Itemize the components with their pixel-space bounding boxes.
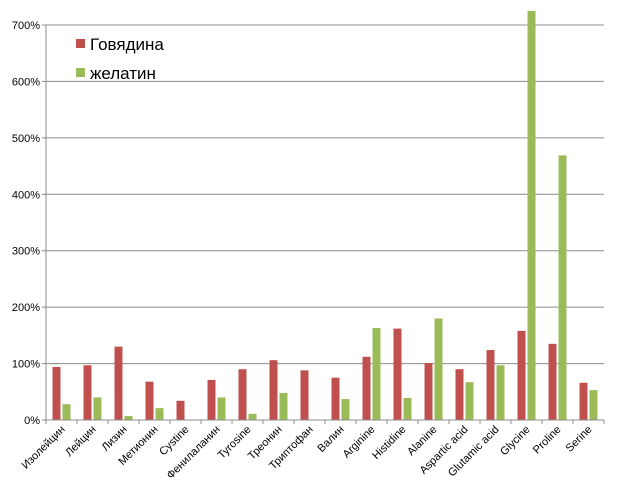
x-tick-label: Histidine: [370, 424, 408, 462]
bar: [331, 377, 340, 420]
bar: [155, 408, 164, 420]
bar: [517, 330, 526, 420]
bar: [496, 365, 505, 420]
y-tick-label: 0%: [24, 415, 40, 427]
bar: [207, 379, 216, 420]
bars: [52, 10, 598, 421]
bar: [269, 360, 278, 420]
x-tick-label: Лизин: [99, 424, 129, 454]
gridlines: [46, 24, 604, 365]
x-tick-label: Лейцин: [63, 424, 98, 459]
bar: [217, 397, 226, 420]
legend-label-gelatin: желатин: [90, 64, 156, 83]
bar: [548, 343, 557, 420]
x-tick-label: Serine: [564, 424, 595, 455]
y-tick-label: 100%: [12, 359, 40, 371]
x-tick-label: Proline: [531, 424, 564, 457]
bar: [558, 155, 567, 420]
legend-label-beef: Говядина: [90, 35, 164, 54]
bar: [83, 365, 92, 420]
x-tick-label: Glycine: [498, 424, 532, 458]
bar: [124, 416, 133, 420]
bar: [579, 382, 588, 420]
y-tick-label: 600%: [12, 76, 40, 88]
bar: [176, 400, 185, 420]
bar: [372, 328, 381, 420]
bar: [62, 404, 71, 420]
y-tick-label: 500%: [12, 133, 40, 145]
bar: [300, 370, 309, 420]
bar: [52, 366, 61, 420]
y-tick-label: 200%: [12, 302, 40, 314]
bar: [589, 390, 598, 420]
bar: [248, 413, 257, 420]
legend-swatch-beef: [76, 39, 85, 48]
bar: [238, 369, 247, 420]
bar: [424, 363, 433, 420]
bar: [434, 318, 443, 420]
bar: [465, 382, 474, 420]
bar: [279, 392, 288, 420]
bar: [486, 350, 495, 420]
bar: [403, 397, 412, 420]
x-tick-label: Изолейцин: [20, 424, 68, 472]
bar: [362, 356, 371, 420]
bar: [341, 399, 350, 420]
bar: [93, 397, 102, 420]
legend: Говядина желатин: [76, 35, 164, 83]
bar: [393, 328, 402, 420]
y-axis-ticks: 0% 100% 200% 300% 400% 500% 600% 700%: [12, 20, 46, 427]
y-tick-label: 300%: [12, 246, 40, 258]
bar: [527, 10, 536, 421]
legend-swatch-gelatin: [76, 68, 85, 77]
bar: [455, 369, 464, 420]
y-tick-label: 400%: [12, 189, 40, 201]
y-tick-label: 700%: [12, 20, 40, 32]
bar: [145, 381, 154, 420]
bar: [114, 346, 123, 420]
